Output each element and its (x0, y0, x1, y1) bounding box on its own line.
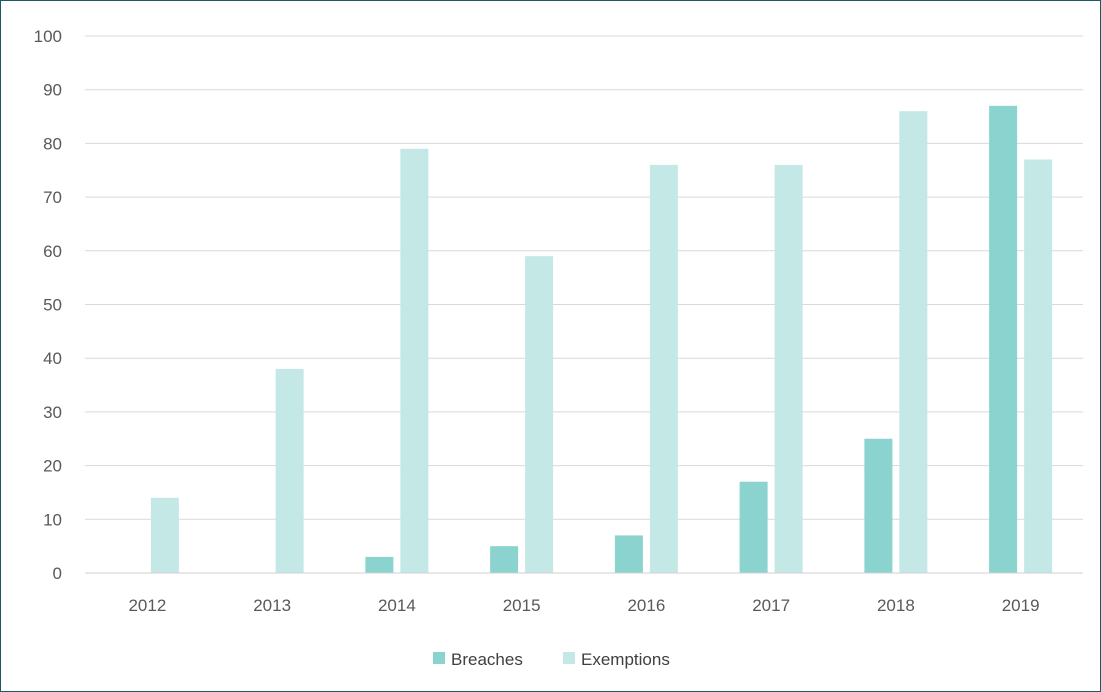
bar-breaches-2018 (864, 438, 893, 573)
bar-breaches-2014 (365, 556, 394, 573)
y-tick-label: 30 (43, 403, 62, 422)
x-tick-label: 2017 (752, 596, 790, 615)
x-tick-label: 2018 (877, 596, 915, 615)
x-tick-label: 2012 (128, 596, 166, 615)
bar-exemptions-2017 (774, 164, 803, 573)
legend-swatch-exemptions (563, 652, 575, 664)
y-tick-label: 80 (43, 134, 62, 153)
y-tick-label: 100 (34, 27, 62, 46)
bar-exemptions-2015 (525, 256, 554, 573)
x-tick-label: 2019 (1002, 596, 1040, 615)
legend-label-exemptions: Exemptions (581, 650, 670, 669)
bar-exemptions-2016 (649, 164, 678, 573)
bar-breaches-2017 (739, 481, 768, 573)
y-tick-label: 20 (43, 457, 62, 476)
bar-breaches-2019 (989, 105, 1018, 573)
y-tick-label: 10 (43, 510, 62, 529)
bar-exemptions-2013 (275, 368, 304, 573)
bar-breaches-2016 (614, 535, 643, 573)
legend: Breaches Exemptions (433, 650, 670, 669)
y-tick-label: 40 (43, 349, 62, 368)
bar-exemptions-2018 (899, 111, 928, 574)
y-tick-label: 70 (43, 188, 62, 207)
y-tick-label: 60 (43, 242, 62, 261)
x-axis-ticks: 2012 2013 2014 2015 2016 2017 2018 2019 (128, 596, 1039, 615)
y-tick-label: 90 (43, 81, 62, 100)
x-tick-label: 2013 (253, 596, 291, 615)
y-tick-label: 50 (43, 296, 62, 315)
legend-label-breaches: Breaches (451, 650, 523, 669)
gridlines (85, 35, 1083, 520)
bars (150, 105, 1053, 574)
x-tick-label: 2015 (503, 596, 541, 615)
bar-exemptions-2012 (150, 497, 179, 573)
y-axis-ticks: 0 10 20 30 40 50 60 70 80 90 100 (34, 27, 62, 583)
legend-swatch-breaches (433, 652, 445, 664)
bar-exemptions-2014 (400, 148, 429, 573)
bar-exemptions-2019 (1024, 159, 1053, 573)
y-tick-label: 0 (53, 564, 62, 583)
x-tick-label: 2014 (378, 596, 416, 615)
x-tick-label: 2016 (627, 596, 665, 615)
bar-breaches-2015 (490, 546, 519, 573)
